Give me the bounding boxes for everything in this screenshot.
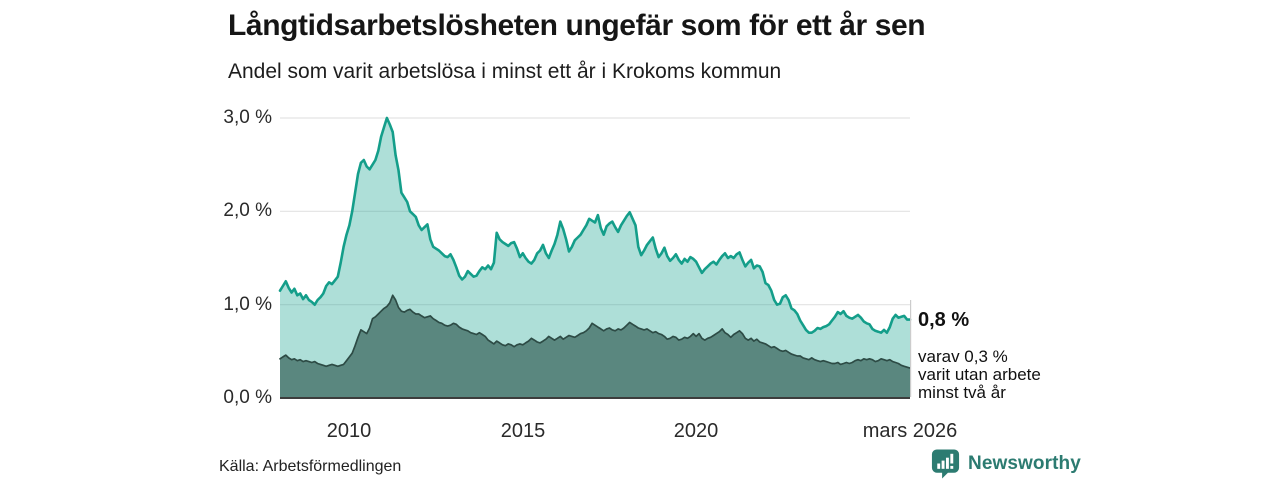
y-axis-label-1: 1,0 % — [223, 294, 272, 315]
newsworthy-logo: Newsworthy — [930, 447, 1081, 480]
page-title: Långtidsarbetslösheten ungefär som för e… — [228, 9, 926, 42]
y-axis-label-3: 3,0 % — [223, 107, 272, 128]
y-axis-label-0: 0,0 % — [223, 387, 272, 408]
source-note: Källa: Arbetsförmedlingen — [219, 458, 402, 475]
y-axis-label-2: 2,0 % — [223, 200, 272, 221]
newsworthy-wordmark: Newsworthy — [968, 452, 1081, 474]
x-axis-label-mars-2026: mars 2026 — [862, 420, 958, 442]
end-value-label-two-year: varav 0,3 % varit utan arbete minst två … — [918, 348, 1041, 402]
x-axis-label-2020: 2020 — [673, 420, 719, 442]
gridlines — [280, 117, 910, 306]
x-axis-label-2010: 2010 — [326, 420, 372, 442]
series-line-1 — [279, 294, 911, 369]
end-value-label-line-1: varav 0,3 % — [918, 347, 1008, 366]
end-value-label-line-3: minst två år — [918, 383, 1006, 402]
end-value-label-total: 0,8 % — [918, 309, 970, 331]
bar-chart-bubble-icon — [931, 449, 960, 479]
chart-subtitle: Andel som varit arbetslösa i minst ett å… — [228, 60, 782, 83]
series-line-0 — [278, 116, 912, 334]
series-area-1 — [280, 295, 910, 398]
end-value-label-line-2: varit utan arbete — [918, 365, 1041, 384]
x-axis-label-2015: 2015 — [500, 420, 546, 442]
